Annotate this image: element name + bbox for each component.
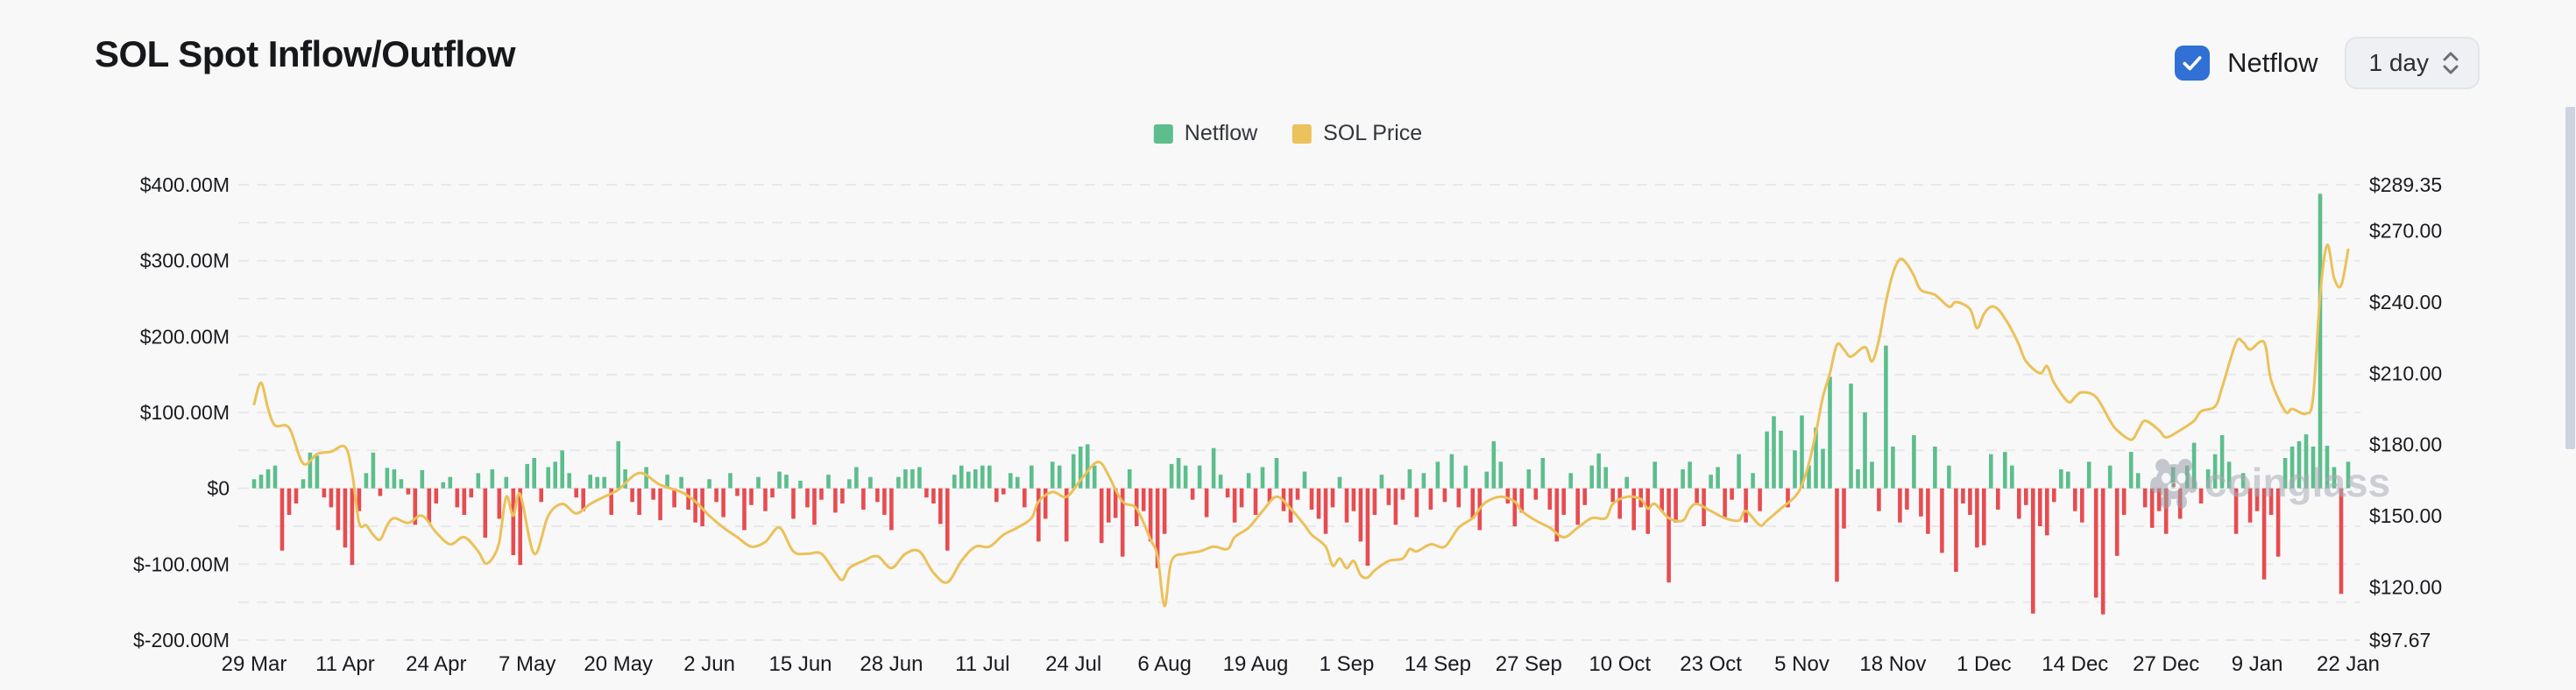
svg-text:1 Dec: 1 Dec (1957, 652, 2012, 676)
svg-text:27 Sep: 27 Sep (1496, 652, 1562, 676)
svg-text:$-100.00M: $-100.00M (133, 553, 230, 575)
netflow-checkbox-label: Netflow (2227, 47, 2318, 78)
sol-price-line (252, 243, 2350, 608)
svg-text:7 May: 7 May (499, 652, 556, 676)
scrollbar-thumb[interactable] (2565, 107, 2575, 449)
svg-text:$289.35: $289.35 (2369, 173, 2442, 196)
svg-text:$150.00: $150.00 (2369, 504, 2442, 527)
svg-text:$100.00M: $100.00M (140, 401, 230, 424)
interval-select-value: 1 day (2368, 49, 2430, 76)
svg-text:18 Nov: 18 Nov (1859, 652, 1926, 676)
svg-text:20 May: 20 May (584, 652, 653, 676)
check-icon (2183, 56, 2202, 71)
svg-text:1 Sep: 1 Sep (1320, 652, 1375, 676)
svg-text:$270.00: $270.00 (2369, 220, 2442, 243)
netflow-checkbox-group[interactable]: Netflow (2175, 46, 2318, 81)
left-axis-labels: $400.00M $300.00M $200.00M $100.00M $0 $-100.… (133, 173, 230, 651)
netflow-bars (251, 194, 2351, 615)
svg-text:28 Jun: 28 Jun (860, 652, 923, 676)
svg-text:11 Jul: 11 Jul (955, 652, 1009, 676)
svg-text:5 Nov: 5 Nov (1774, 652, 1829, 676)
legend-item-netflow[interactable]: Netflow (1153, 121, 1258, 146)
chart-legend: Netflow SOL Price (1153, 121, 1422, 146)
chevron-updown-icon (2443, 52, 2459, 74)
interval-select[interactable]: 1 day (2344, 37, 2480, 89)
netflow-legend-swatch (1153, 123, 1173, 144)
netflow-checkbox[interactable] (2175, 46, 2211, 81)
svg-text:$120.00: $120.00 (2369, 575, 2442, 598)
x-axis-labels: 29 Mar 11 Apr 24 Apr 7 May 20 May 2 Jun 15 Jun… (222, 652, 2380, 676)
svg-text:$240.00: $240.00 (2369, 291, 2442, 313)
svg-text:$200.00M: $200.00M (140, 325, 230, 348)
legend-item-sol-price[interactable]: SOL Price (1292, 121, 1422, 146)
svg-text:23 Oct: 23 Oct (1680, 652, 1742, 676)
svg-text:9 Jan: 9 Jan (2232, 652, 2283, 676)
svg-text:$400.00M: $400.00M (140, 173, 230, 196)
svg-text:24 Jul: 24 Jul (1045, 652, 1101, 676)
svg-text:19 Aug: 19 Aug (1223, 652, 1289, 676)
svg-text:29 Mar: 29 Mar (222, 652, 287, 676)
svg-text:2 Jun: 2 Jun (683, 652, 735, 676)
svg-text:24 Apr: 24 Apr (406, 652, 466, 676)
svg-text:14 Sep: 14 Sep (1405, 652, 1471, 676)
sol-price-legend-swatch (1292, 123, 1313, 144)
page-scrollbar[interactable] (2564, 0, 2576, 690)
svg-text:15 Jun: 15 Jun (768, 652, 832, 676)
gridlines (238, 184, 2360, 641)
svg-text:$-200.00M: $-200.00M (133, 629, 230, 651)
svg-text:$210.00: $210.00 (2369, 362, 2442, 384)
svg-text:27 Dec: 27 Dec (2133, 652, 2199, 676)
svg-text:22 Jan: 22 Jan (2317, 652, 2380, 676)
header-controls: Netflow 1 day (2175, 37, 2480, 89)
svg-text:14 Dec: 14 Dec (2042, 652, 2108, 676)
svg-text:$0: $0 (207, 477, 230, 500)
svg-text:10 Oct: 10 Oct (1589, 652, 1651, 676)
svg-text:$180.00: $180.00 (2369, 433, 2442, 456)
svg-text:$300.00M: $300.00M (140, 250, 230, 272)
sol-price-legend-label: SOL Price (1323, 121, 1423, 145)
right-axis-labels: $289.35 $270.00 $240.00 $210.00 $180.00 $150.… (2369, 173, 2442, 651)
svg-text:6 Aug: 6 Aug (1137, 652, 1191, 676)
netflow-legend-label: Netflow (1184, 121, 1258, 145)
svg-text:11 Apr: 11 Apr (315, 652, 375, 676)
page-title: SOL Spot Inflow/Outflow (95, 33, 516, 74)
svg-text:$97.67: $97.67 (2369, 629, 2431, 651)
